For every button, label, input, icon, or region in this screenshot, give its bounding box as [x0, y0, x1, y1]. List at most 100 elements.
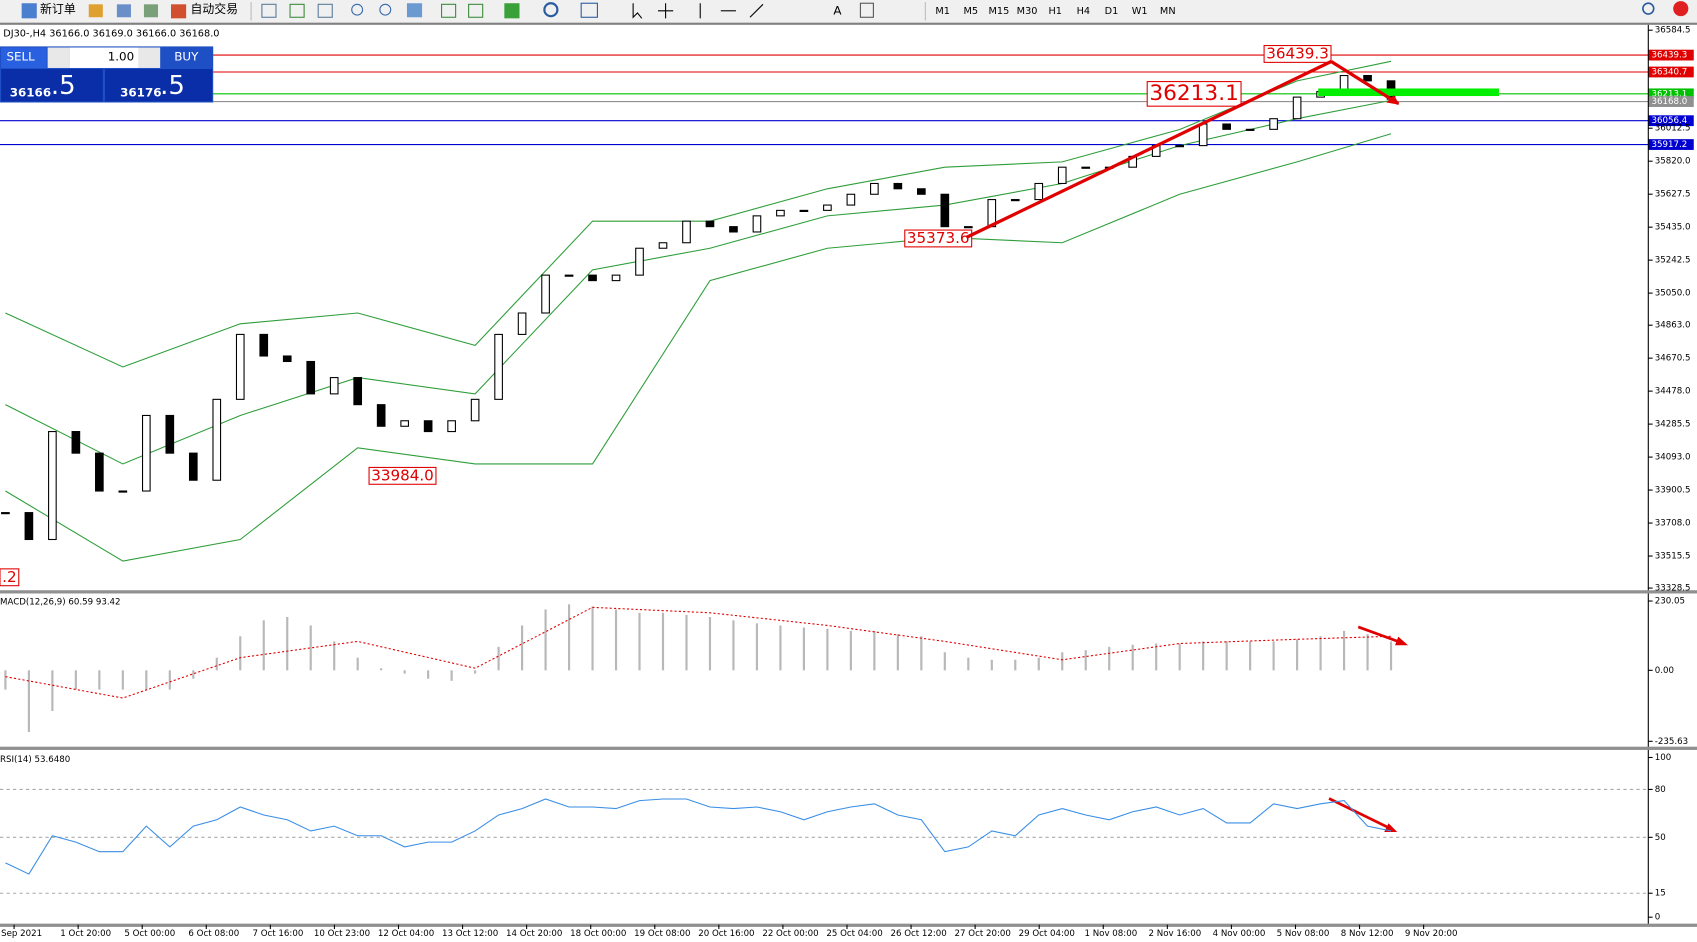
x-tick-label: 10 Oct 23:00 — [314, 929, 370, 939]
new-order[interactable]: 新订单 — [40, 2, 76, 16]
candle — [494, 333, 503, 400]
timeframe[interactable]: H1 — [1048, 6, 1062, 17]
buy-price-box[interactable] — [104, 69, 213, 102]
macd-bar — [849, 630, 852, 671]
candle — [963, 226, 973, 229]
cursor-tool[interactable] — [632, 3, 643, 19]
indicators[interactable] — [504, 3, 520, 19]
tool-icon[interactable] — [406, 3, 423, 18]
level-tag — [1648, 139, 1694, 150]
sell-price-box[interactable] — [1, 69, 103, 102]
timeframe[interactable]: M1 — [935, 6, 950, 17]
y-tick-label: 80 — [1655, 785, 1666, 795]
lot[interactable]: 1.00 — [108, 50, 134, 64]
macd-bar — [356, 657, 359, 671]
tool-icon[interactable] — [289, 3, 305, 18]
trend-line — [965, 60, 1332, 239]
candle — [329, 377, 339, 395]
new-order-icon[interactable] — [21, 3, 37, 19]
templates[interactable] — [580, 2, 598, 18]
macd-bar — [779, 625, 782, 671]
candle — [1, 512, 10, 515]
y-tick-label: 35050.0 — [1655, 289, 1691, 299]
timeframe[interactable]: M30 — [1017, 6, 1038, 17]
macd-bar — [1178, 643, 1181, 671]
macd-bar — [826, 628, 829, 671]
macd-bar — [1061, 652, 1064, 671]
macd-bar — [896, 634, 899, 671]
crosshair-tool[interactable] — [658, 3, 674, 19]
macd-bar — [215, 657, 218, 671]
candle — [1198, 123, 1208, 147]
macd-bar — [474, 670, 477, 674]
x-tick-label: 12 Oct 04:00 — [378, 929, 434, 939]
macd-bar — [521, 625, 524, 671]
frame — [0, 22, 1697, 25]
timeframe[interactable]: W1 — [1132, 6, 1148, 17]
trend-line — [1330, 60, 1400, 105]
candle — [776, 209, 785, 217]
candle — [1010, 199, 1020, 202]
timeframe[interactable]: MN — [1160, 6, 1176, 17]
sell-pip[interactable]: .5 — [51, 71, 76, 101]
buy-label[interactable]: BUY — [174, 50, 199, 64]
level-label: 35917.2 — [1652, 140, 1688, 150]
text-tool[interactable]: A — [833, 3, 842, 17]
macd-bar — [98, 670, 101, 690]
annotation: 33984.0 — [371, 466, 434, 484]
buy-price[interactable]: 36176 — [120, 85, 161, 99]
x-tick-label: 22 Oct 00:00 — [762, 929, 818, 939]
sell-price[interactable]: 36166 — [10, 85, 51, 99]
macd-bar — [27, 670, 30, 733]
macd-bar — [990, 659, 993, 671]
candle — [823, 204, 832, 211]
tool-icon[interactable] — [261, 3, 277, 18]
timeframe[interactable]: D1 — [1105, 6, 1119, 17]
timeframe[interactable]: M5 — [963, 6, 978, 17]
macd-bar — [732, 620, 735, 671]
sell-button[interactable] — [1, 47, 47, 68]
trendline-tool[interactable] — [749, 3, 764, 18]
lot-down[interactable] — [47, 47, 70, 68]
y-tick-label: 100 — [1655, 753, 1671, 763]
annotation-box — [368, 466, 437, 485]
lot-field[interactable] — [69, 47, 139, 68]
candle — [940, 193, 950, 228]
level-label: 36340.7 — [1652, 67, 1688, 77]
lot-up[interactable] — [138, 47, 161, 68]
timeframe[interactable]: H4 — [1077, 6, 1091, 17]
tool-icon[interactable] — [317, 3, 333, 18]
y-tick-label: 34285.5 — [1655, 420, 1691, 430]
candle — [376, 404, 386, 427]
search[interactable] — [1642, 2, 1655, 15]
candle — [729, 226, 738, 233]
timeframe[interactable]: M15 — [989, 6, 1010, 17]
macd-bar — [1366, 634, 1369, 671]
notifications[interactable] — [1673, 1, 1689, 17]
x-tick-label: 5 Oct 00:00 — [124, 929, 175, 939]
tool-icon[interactable] — [116, 4, 131, 18]
macd-bar — [1342, 630, 1346, 671]
x-tick-label: 1 Nov 08:00 — [1084, 929, 1137, 939]
candle — [235, 333, 245, 400]
tool-icon[interactable] — [441, 3, 457, 18]
label-tool[interactable] — [859, 2, 874, 18]
x-tick-label: 2 Nov 16:00 — [1149, 929, 1202, 939]
macd-bar — [286, 617, 289, 671]
candle — [282, 355, 292, 363]
y-tick-label: 34478.0 — [1655, 387, 1691, 397]
auto-trading[interactable]: 自动交易 — [190, 2, 238, 16]
auto-trading-icon[interactable] — [170, 4, 187, 19]
tool-icon[interactable] — [88, 4, 103, 18]
periods[interactable] — [543, 2, 559, 18]
zoom-out[interactable] — [379, 3, 392, 16]
candle — [1081, 166, 1091, 169]
buy-pip[interactable]: .5 — [160, 71, 185, 101]
sell-label[interactable]: SELL — [6, 50, 35, 64]
tool-icon[interactable] — [468, 3, 484, 18]
chart-header: DJ30-,H4 36166.0 36169.0 36166.0 36168.0 — [3, 28, 219, 39]
zoom-in[interactable] — [351, 3, 364, 16]
tool-icon[interactable] — [143, 4, 159, 18]
candle — [1175, 145, 1185, 148]
